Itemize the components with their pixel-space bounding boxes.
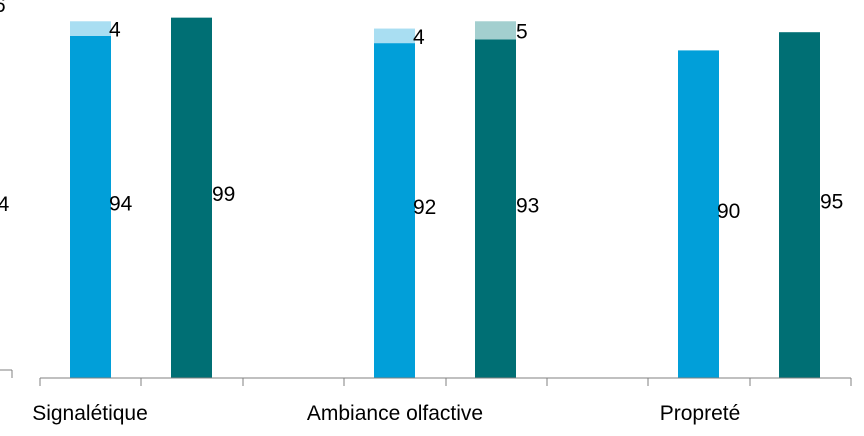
x-axis: Signalétique Ambiance olfactive Propreté bbox=[0, 369, 852, 425]
data-label-right-2-2: 95 bbox=[820, 191, 843, 214]
bar-left-top-1 bbox=[374, 28, 415, 44]
data-label-left-0-0: 94 bbox=[109, 192, 133, 215]
data-label-left-1-0: 92 bbox=[413, 196, 436, 219]
category-label-0: Signalétique bbox=[32, 402, 148, 425]
data-label-right-1-2: 93 bbox=[516, 194, 539, 217]
bar-right-base-2 bbox=[779, 32, 820, 378]
data-label-right-0-2: 99 bbox=[212, 183, 235, 206]
bar-left-top-0 bbox=[70, 21, 111, 36]
chart-marks: 94 4 99 92 4 93 5 90 95 bbox=[70, 17, 843, 379]
data-label-left-2-0: 90 bbox=[717, 200, 740, 223]
bar-right-top-1 bbox=[475, 21, 516, 40]
bar-right-base-0 bbox=[171, 17, 212, 378]
bar-right-base-1 bbox=[475, 39, 516, 378]
data-label-right-1-3: 5 bbox=[516, 20, 528, 43]
bar-left-base-1 bbox=[374, 43, 415, 379]
clipped-label-top: 6 bbox=[0, 0, 6, 17]
clipped-label-middle: 84 bbox=[0, 193, 10, 216]
bar-left-base-2 bbox=[678, 50, 719, 379]
data-label-left-0-1: 4 bbox=[109, 19, 121, 42]
category-label-2: Propreté bbox=[660, 402, 741, 425]
category-label-1: Ambiance olfactive bbox=[307, 402, 483, 425]
data-label-left-1-1: 4 bbox=[413, 26, 425, 49]
bar-left-base-0 bbox=[70, 35, 111, 379]
